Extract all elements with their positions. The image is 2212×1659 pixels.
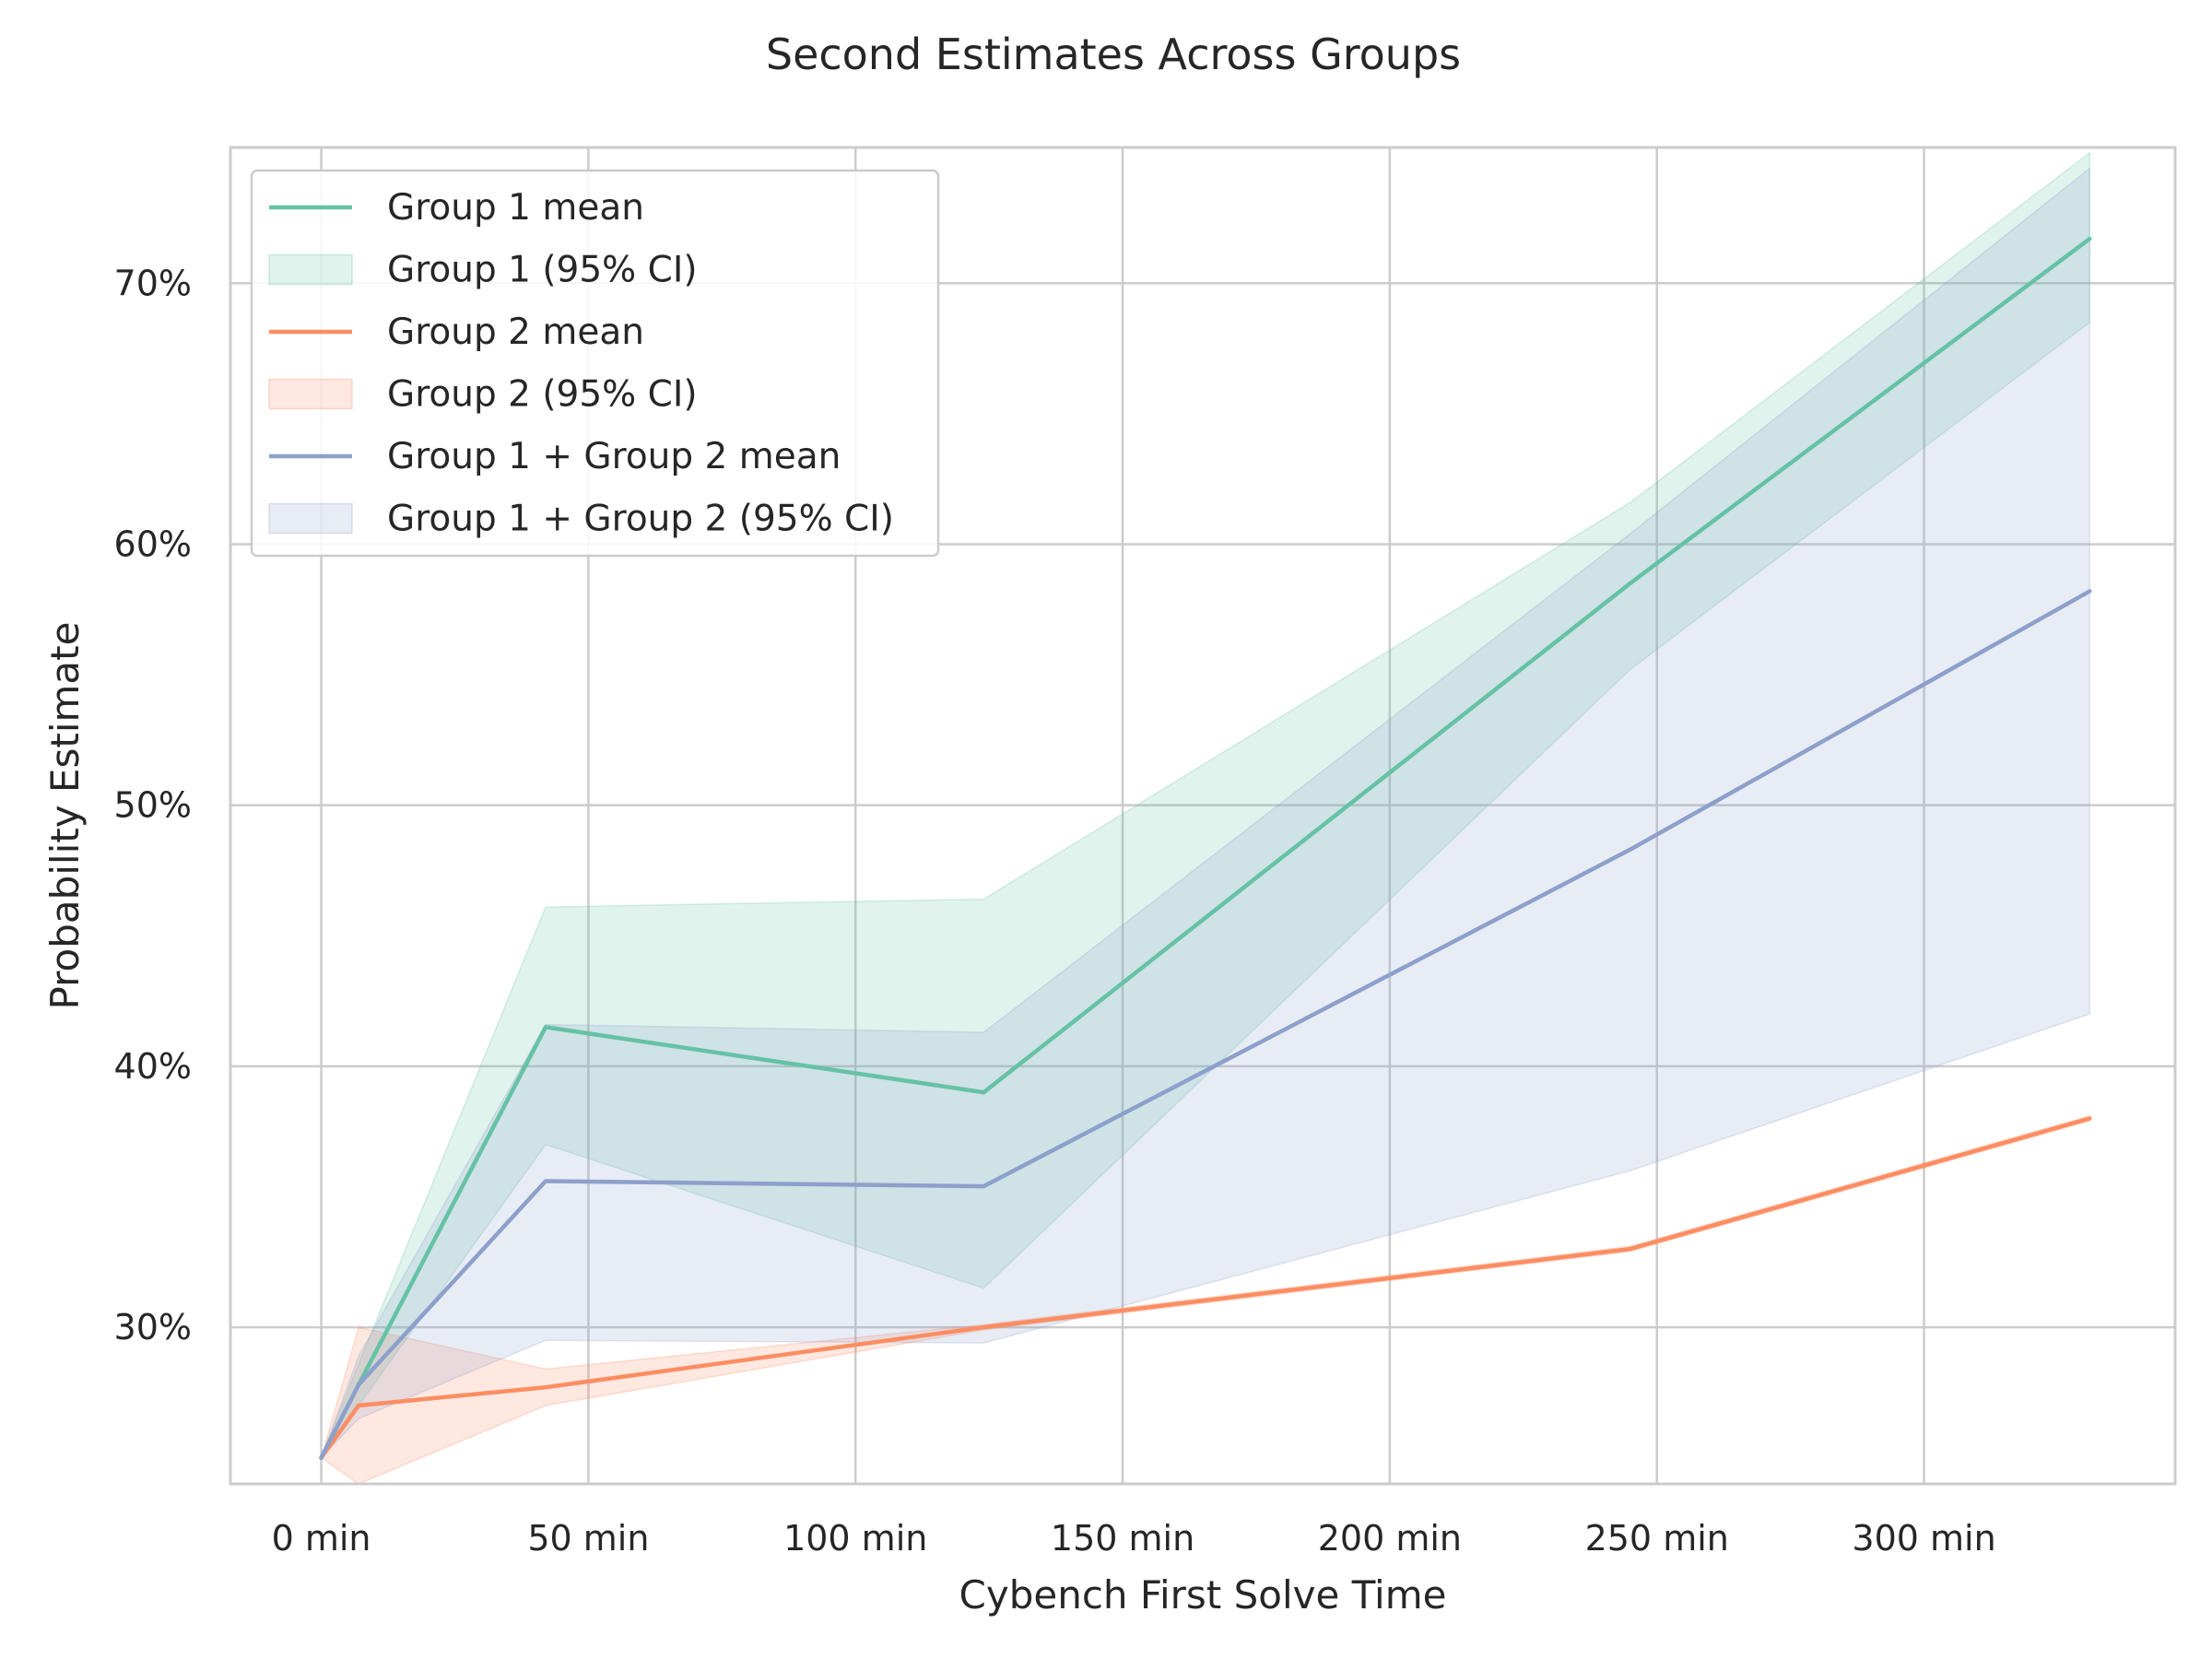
legend-box — [250, 169, 940, 558]
y-axis-title: Probability Estimate — [42, 622, 88, 1010]
chart-title: Second Estimates Across Groups — [766, 29, 1461, 79]
x-tick-label: 50 min — [527, 1518, 649, 1559]
group1-legend-label: Group 1 (95% CI) — [387, 250, 698, 291]
legend: Group 1 mean Group 1 (95% CI) Group 2 mean… — [250, 169, 940, 558]
group2-legend-label: Group 2 mean — [387, 312, 644, 353]
legend-entries: Group 1 mean Group 1 (95% CI) Group 2 mean… — [268, 187, 894, 540]
group1-legend-label: Group 1 mean — [387, 187, 644, 229]
y-axis-ticks: 30% 40% 50% 60% 70% — [114, 263, 192, 1347]
group2-legend-label: Group 2 (95% CI) — [387, 374, 698, 416]
y-tick-label: 60% — [114, 524, 192, 564]
y-tick-label: 50% — [114, 785, 192, 826]
group2-legend-patch — [268, 378, 353, 410]
combined-mean-line — [319, 589, 2092, 1460]
x-tick-label: 200 min — [1318, 1518, 1462, 1559]
combined-legend-label: Group 1 + Group 2 (95% CI) — [387, 499, 894, 540]
combined-legend-label: Group 1 + Group 2 mean — [387, 436, 841, 477]
x-tick-label: 0 min — [272, 1518, 371, 1559]
x-tick-label: 250 min — [1585, 1518, 1729, 1559]
group2-mean-line — [319, 1116, 2092, 1460]
y-tick-label: 30% — [114, 1307, 192, 1347]
plot-frame — [229, 146, 2177, 1486]
x-tick-label: 300 min — [1852, 1518, 1995, 1559]
combined-legend-patch — [268, 502, 353, 535]
x-axis-ticks: 0 min 50 min 100 min 150 min 200 min 250 min 3… — [272, 1518, 1996, 1559]
x-tick-label: 150 min — [1051, 1518, 1194, 1559]
group1-legend-patch — [268, 253, 353, 286]
y-tick-label: 70% — [114, 263, 192, 303]
x-axis-title: Cybench First Solve Time — [959, 1572, 1447, 1618]
x-tick-label: 100 min — [783, 1518, 927, 1559]
y-tick-label: 40% — [114, 1046, 192, 1087]
mean-lines — [319, 236, 2092, 1460]
